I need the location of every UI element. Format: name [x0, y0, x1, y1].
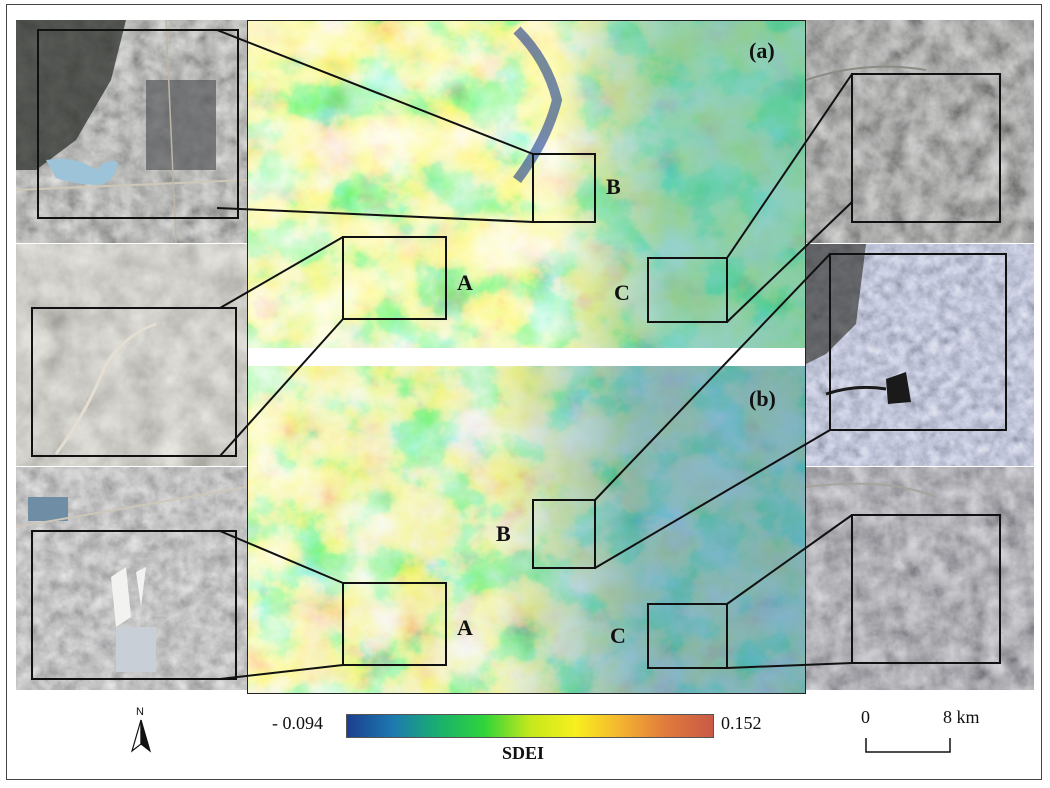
inset-b-c-mountain	[806, 467, 1034, 690]
connector-a-A-bottom	[219, 318, 344, 457]
inset-a-b-quarry	[16, 20, 247, 243]
satellite-farmland-image	[16, 244, 247, 466]
connector-a-B-bottom	[216, 207, 534, 223]
connector-a-B-top	[216, 29, 534, 155]
figure-border	[6, 4, 1042, 780]
north-arrow-icon	[130, 719, 152, 753]
zone-label-a-C: C	[614, 280, 630, 305]
legend-max-label: 0.152	[721, 713, 762, 733]
scale-start-label: 0	[861, 707, 870, 727]
panel-label-a: (a)	[749, 38, 775, 63]
panel-label-b: (b)	[749, 386, 776, 411]
scale-end-label: 8 km	[943, 707, 980, 727]
inset-b-a-industrial	[16, 467, 247, 690]
north-label: N	[136, 706, 144, 718]
satellite-mountain-image-1	[806, 20, 1034, 243]
connector-b-C-bottom	[726, 662, 853, 669]
zone-box-a-A	[342, 236, 447, 320]
connector-b-B-top	[594, 253, 831, 501]
panel-separator	[247, 348, 806, 366]
scale-bar	[865, 738, 951, 753]
connector-b-A-top	[219, 530, 344, 584]
connector-a-C-top	[726, 73, 853, 259]
legend-min-label: - 0.094	[272, 713, 323, 733]
satellite-mountain-image-2	[806, 467, 1034, 690]
connector-a-A-top	[219, 236, 344, 309]
connector-b-A-bottom	[219, 664, 344, 680]
sdei-map-b	[247, 366, 806, 694]
connector-b-C-top	[726, 514, 853, 605]
zone-label-a-B: B	[606, 174, 621, 199]
connector-b-B-bottom	[594, 429, 831, 569]
satellite-quarry-image	[16, 20, 247, 243]
inset-a-a-farmland	[16, 244, 247, 466]
satellite-town-image	[806, 244, 1034, 466]
zone-box-a-C	[647, 257, 728, 323]
zone-box-b-B	[532, 499, 596, 569]
sdei-raster-b	[247, 366, 806, 694]
sdei-raster-a	[247, 20, 806, 348]
satellite-industrial-image	[16, 467, 247, 690]
zone-box-b-A	[342, 582, 447, 666]
legend-title: SDEI	[502, 743, 545, 763]
sdei-map-a	[247, 20, 806, 348]
legend-color-bar	[346, 714, 714, 738]
connector-a-C-bottom	[726, 201, 853, 323]
zone-box-a-B	[532, 153, 596, 223]
zone-label-b-B: B	[496, 521, 511, 546]
inset-a-c-mountain	[806, 20, 1034, 243]
zone-label-a-A: A	[457, 270, 473, 295]
zone-label-b-C: C	[610, 623, 626, 648]
inset-b-b-town	[806, 244, 1034, 466]
zone-box-b-C	[647, 603, 728, 669]
zone-label-b-A: A	[457, 615, 473, 640]
